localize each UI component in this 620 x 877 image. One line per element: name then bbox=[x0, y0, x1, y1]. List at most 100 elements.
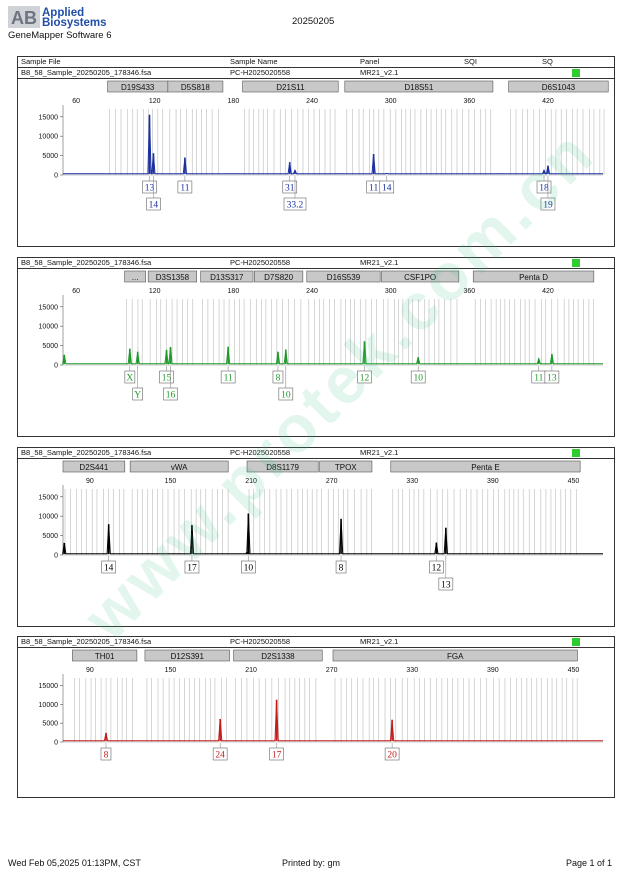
locus-marker-label: D6S1043 bbox=[542, 83, 576, 92]
locus-marker-label: D2S441 bbox=[79, 463, 108, 472]
allele-call-label: 12 bbox=[360, 374, 370, 384]
locus-marker-bar bbox=[508, 80, 609, 93]
locus-marker-bar bbox=[72, 649, 138, 662]
x-tick-label: 90 bbox=[86, 667, 94, 674]
locus-marker-bar bbox=[200, 270, 254, 283]
allele-call-box bbox=[536, 180, 552, 194]
panel-panel-name: MR21_v2.1 bbox=[360, 637, 399, 646]
panel-sample-file: B8_58_Sample_20250205_178346.fsa bbox=[21, 448, 152, 457]
locus-marker-bar bbox=[233, 649, 323, 662]
page-number: Page 1 of 1 bbox=[566, 858, 613, 868]
locus-marker-bar bbox=[254, 270, 304, 283]
allele-call-label: 19 bbox=[543, 201, 553, 211]
allele-call-box bbox=[540, 197, 556, 211]
x-tick-label: 60 bbox=[72, 98, 80, 105]
allele-call-label: 12 bbox=[432, 564, 442, 574]
locus-marker-label: Penta D bbox=[519, 273, 548, 282]
locus-marker-bar bbox=[390, 460, 581, 473]
allele-call-box bbox=[100, 747, 112, 761]
allele-call-label: 14 bbox=[104, 564, 114, 574]
allele-call-box bbox=[212, 747, 228, 761]
locus-marker-bar bbox=[62, 460, 126, 473]
sq-status-indicator bbox=[572, 449, 580, 457]
allele-call-label: 13 bbox=[441, 581, 451, 591]
x-tick-label: 330 bbox=[406, 667, 418, 674]
allele-call-box bbox=[142, 180, 157, 194]
col-sample-name: Sample Name bbox=[230, 57, 278, 66]
allele-call-label: 17 bbox=[187, 564, 197, 574]
allele-call-box bbox=[384, 747, 400, 761]
x-tick-label: 150 bbox=[165, 478, 177, 485]
locus-marker-bar bbox=[144, 649, 230, 662]
x-tick-label: 450 bbox=[568, 667, 580, 674]
allele-call-label: 24 bbox=[215, 751, 225, 761]
y-tick-label: 10000 bbox=[39, 514, 59, 521]
x-tick-label: 390 bbox=[487, 478, 499, 485]
allele-call-label: 10 bbox=[244, 564, 254, 574]
trace-line bbox=[62, 341, 603, 365]
company-line-1: Applied bbox=[42, 7, 85, 19]
software-title: GeneMapper Software 6 bbox=[8, 30, 112, 41]
y-tick-label: 0 bbox=[54, 363, 58, 370]
electropherogram-panel-green: B8_58_Sample_20250205_178346.fsa PC-H2025… bbox=[17, 257, 615, 437]
allele-call-box bbox=[177, 180, 193, 194]
x-tick-label: 300 bbox=[385, 288, 397, 295]
x-tick-label: 420 bbox=[542, 98, 554, 105]
locus-marker-label: ... bbox=[132, 273, 139, 282]
locus-marker-bar bbox=[129, 460, 229, 473]
allele-call-label: 18 bbox=[539, 184, 549, 194]
col-panel: Panel bbox=[360, 57, 380, 66]
allele-call-box bbox=[335, 560, 347, 574]
locus-marker-bar bbox=[124, 270, 146, 283]
panel-sample-file: B8_58_Sample_20250205_178346.fsa bbox=[21, 68, 152, 77]
allele-call-box bbox=[220, 370, 236, 384]
locus-marker-label: vWA bbox=[171, 463, 188, 472]
panel-sample-name: PC-H2025020558 bbox=[230, 258, 291, 267]
allele-call-label: 8 bbox=[104, 751, 109, 761]
printed-date: Wed Feb 05,2025 01:13PM, CST bbox=[8, 858, 141, 868]
printed-by: Printed by: gm bbox=[282, 858, 341, 868]
allele-call-label: 8 bbox=[339, 564, 344, 574]
locus-marker-bar bbox=[344, 80, 494, 93]
electropherogram-panel-blue: B8_58_Sample_20250205_178346.fsa PC-H2025… bbox=[17, 67, 615, 247]
company-line-2: Biosystems bbox=[42, 17, 107, 29]
allele-call-box bbox=[159, 370, 174, 384]
y-tick-label: 10000 bbox=[39, 134, 59, 141]
allele-call-box bbox=[241, 560, 256, 574]
allele-call-label: 20 bbox=[387, 751, 397, 761]
x-tick-label: 300 bbox=[385, 98, 397, 105]
allele-call-label: 11 bbox=[180, 184, 189, 194]
x-tick-label: 210 bbox=[245, 478, 257, 485]
locus-marker-label: D5S818 bbox=[181, 83, 210, 92]
locus-marker-bar bbox=[319, 460, 373, 473]
allele-call-box bbox=[282, 180, 298, 194]
locus-marker-bar bbox=[167, 80, 224, 93]
x-tick-label: 210 bbox=[245, 667, 257, 674]
allele-call-label: 13 bbox=[547, 374, 557, 384]
allele-call-label: 16 bbox=[166, 391, 176, 401]
allele-call-box bbox=[438, 577, 454, 591]
x-tick-label: 180 bbox=[228, 288, 240, 295]
col-sq: SQ bbox=[542, 57, 553, 66]
locus-marker-label: CSF1PO bbox=[404, 273, 436, 282]
panel-sample-file: B8_58_Sample_20250205_178346.fsa bbox=[21, 258, 152, 267]
y-tick-label: 10000 bbox=[39, 324, 59, 331]
x-tick-label: 120 bbox=[149, 98, 161, 105]
y-tick-label: 15000 bbox=[39, 494, 59, 501]
locus-marker-label: D12S391 bbox=[171, 652, 205, 661]
x-tick-label: 90 bbox=[86, 478, 94, 485]
locus-marker-bar bbox=[147, 270, 197, 283]
electropherogram-panel-black: B8_58_Sample_20250205_178346.fsa PC-H2025… bbox=[17, 447, 615, 627]
electropherogram-panel-red: B8_58_Sample_20250205_178346.fsa PC-H2025… bbox=[17, 636, 615, 798]
panel-header: B8_58_Sample_20250205_178346.fsa PC-H2025… bbox=[18, 448, 614, 459]
allele-call-box bbox=[379, 180, 395, 194]
y-tick-label: 5000 bbox=[42, 343, 58, 350]
allele-call-label: 33.2 bbox=[287, 201, 304, 211]
locus-marker-bar bbox=[332, 649, 578, 662]
allele-call-label: 11 bbox=[369, 184, 378, 194]
locus-marker-bar bbox=[306, 270, 381, 283]
panel-sample-file: B8_58_Sample_20250205_178346.fsa bbox=[21, 637, 152, 646]
electropherogram-svg: TH01 D12S391 D2S1338 FGA 90 150 210 270 330 390 45… bbox=[39, 649, 603, 761]
y-tick-label: 0 bbox=[54, 173, 58, 180]
